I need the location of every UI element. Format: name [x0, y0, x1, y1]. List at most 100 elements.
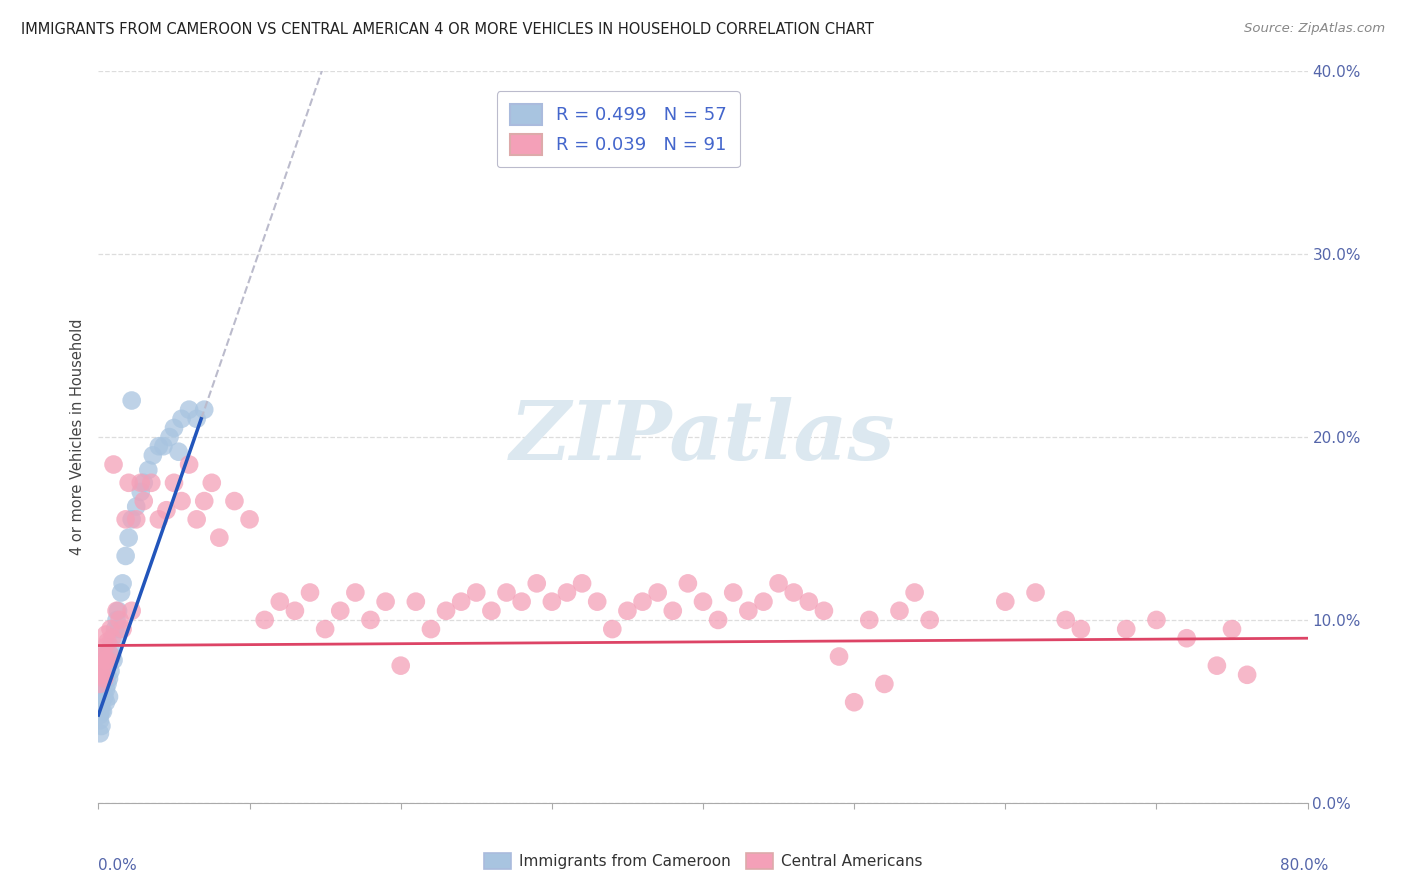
Point: [98, 672, 121, 686]
Point: [1220, 622, 1243, 636]
Point: [889, 604, 911, 618]
Point: [661, 604, 683, 618]
Point: [586, 594, 609, 608]
Point: [707, 613, 730, 627]
Point: [148, 439, 170, 453]
Point: [208, 531, 231, 545]
Point: [602, 622, 624, 636]
Point: [89, 714, 111, 728]
Point: [105, 604, 128, 618]
Point: [434, 604, 457, 618]
Point: [100, 640, 122, 655]
Point: [90, 667, 112, 681]
Point: [163, 421, 186, 435]
Point: [299, 585, 322, 599]
Legend: R = 0.499   N = 57, R = 0.039   N = 91: R = 0.499 N = 57, R = 0.039 N = 91: [496, 91, 740, 168]
Point: [737, 604, 759, 618]
Point: [114, 549, 136, 563]
Point: [101, 632, 124, 646]
Point: [159, 430, 181, 444]
Point: [918, 613, 941, 627]
Point: [152, 439, 174, 453]
Point: [1054, 613, 1077, 627]
Text: IMMIGRANTS FROM CAMEROON VS CENTRAL AMERICAN 4 OR MORE VEHICLES IN HOUSEHOLD COR: IMMIGRANTS FROM CAMEROON VS CENTRAL AMER…: [21, 22, 875, 37]
Point: [136, 463, 159, 477]
Point: [405, 594, 427, 608]
Point: [108, 622, 131, 636]
Point: [98, 646, 121, 660]
Point: [329, 604, 352, 618]
Point: [94, 627, 117, 641]
Point: [94, 664, 117, 678]
Point: [89, 700, 111, 714]
Point: [103, 458, 125, 472]
Point: [994, 594, 1017, 608]
Point: [904, 585, 927, 599]
Point: [90, 686, 112, 700]
Point: [360, 613, 382, 627]
Legend: Immigrants from Cameroon, Central Americans: Immigrants from Cameroon, Central Americ…: [478, 847, 928, 875]
Point: [89, 726, 111, 740]
Point: [828, 649, 851, 664]
Point: [1070, 622, 1092, 636]
Point: [481, 604, 503, 618]
Point: [676, 576, 699, 591]
Point: [129, 485, 152, 500]
Point: [89, 667, 111, 681]
Point: [98, 690, 121, 704]
Point: [93, 672, 115, 686]
Point: [132, 494, 155, 508]
Point: [844, 695, 866, 709]
Point: [125, 512, 148, 526]
Point: [118, 475, 141, 490]
Point: [616, 604, 638, 618]
Point: [100, 622, 122, 636]
Point: [125, 500, 148, 514]
Point: [179, 458, 201, 472]
Point: [89, 677, 111, 691]
Point: [647, 585, 669, 599]
Point: [167, 444, 190, 458]
Y-axis label: 4 or more Vehicles in Household: 4 or more Vehicles in Household: [70, 318, 86, 556]
Point: [110, 585, 132, 599]
Point: [108, 613, 131, 627]
Point: [90, 719, 112, 733]
Point: [89, 658, 111, 673]
Point: [450, 594, 472, 608]
Point: [90, 705, 112, 719]
Point: [93, 690, 115, 704]
Point: [91, 705, 114, 719]
Point: [269, 594, 291, 608]
Point: [89, 695, 111, 709]
Point: [201, 475, 224, 490]
Point: [94, 695, 117, 709]
Point: [555, 585, 578, 599]
Point: [96, 635, 118, 649]
Point: [186, 512, 208, 526]
Point: [101, 649, 124, 664]
Point: [239, 512, 262, 526]
Point: [90, 695, 112, 709]
Point: [96, 653, 118, 667]
Point: [96, 677, 118, 691]
Point: [93, 653, 115, 667]
Point: [91, 664, 114, 678]
Point: [873, 677, 896, 691]
Point: [105, 613, 128, 627]
Point: [858, 613, 880, 627]
Point: [1175, 632, 1198, 646]
Point: [170, 494, 193, 508]
Point: [93, 672, 115, 686]
Point: [193, 494, 215, 508]
Point: [91, 677, 114, 691]
Point: [155, 503, 177, 517]
Point: [1236, 667, 1258, 681]
Point: [389, 658, 412, 673]
Point: [141, 475, 163, 490]
Text: Source: ZipAtlas.com: Source: ZipAtlas.com: [1244, 22, 1385, 36]
Point: [111, 576, 134, 591]
Point: [111, 622, 134, 636]
Point: [89, 708, 111, 723]
Point: [163, 475, 186, 490]
Point: [90, 667, 112, 681]
